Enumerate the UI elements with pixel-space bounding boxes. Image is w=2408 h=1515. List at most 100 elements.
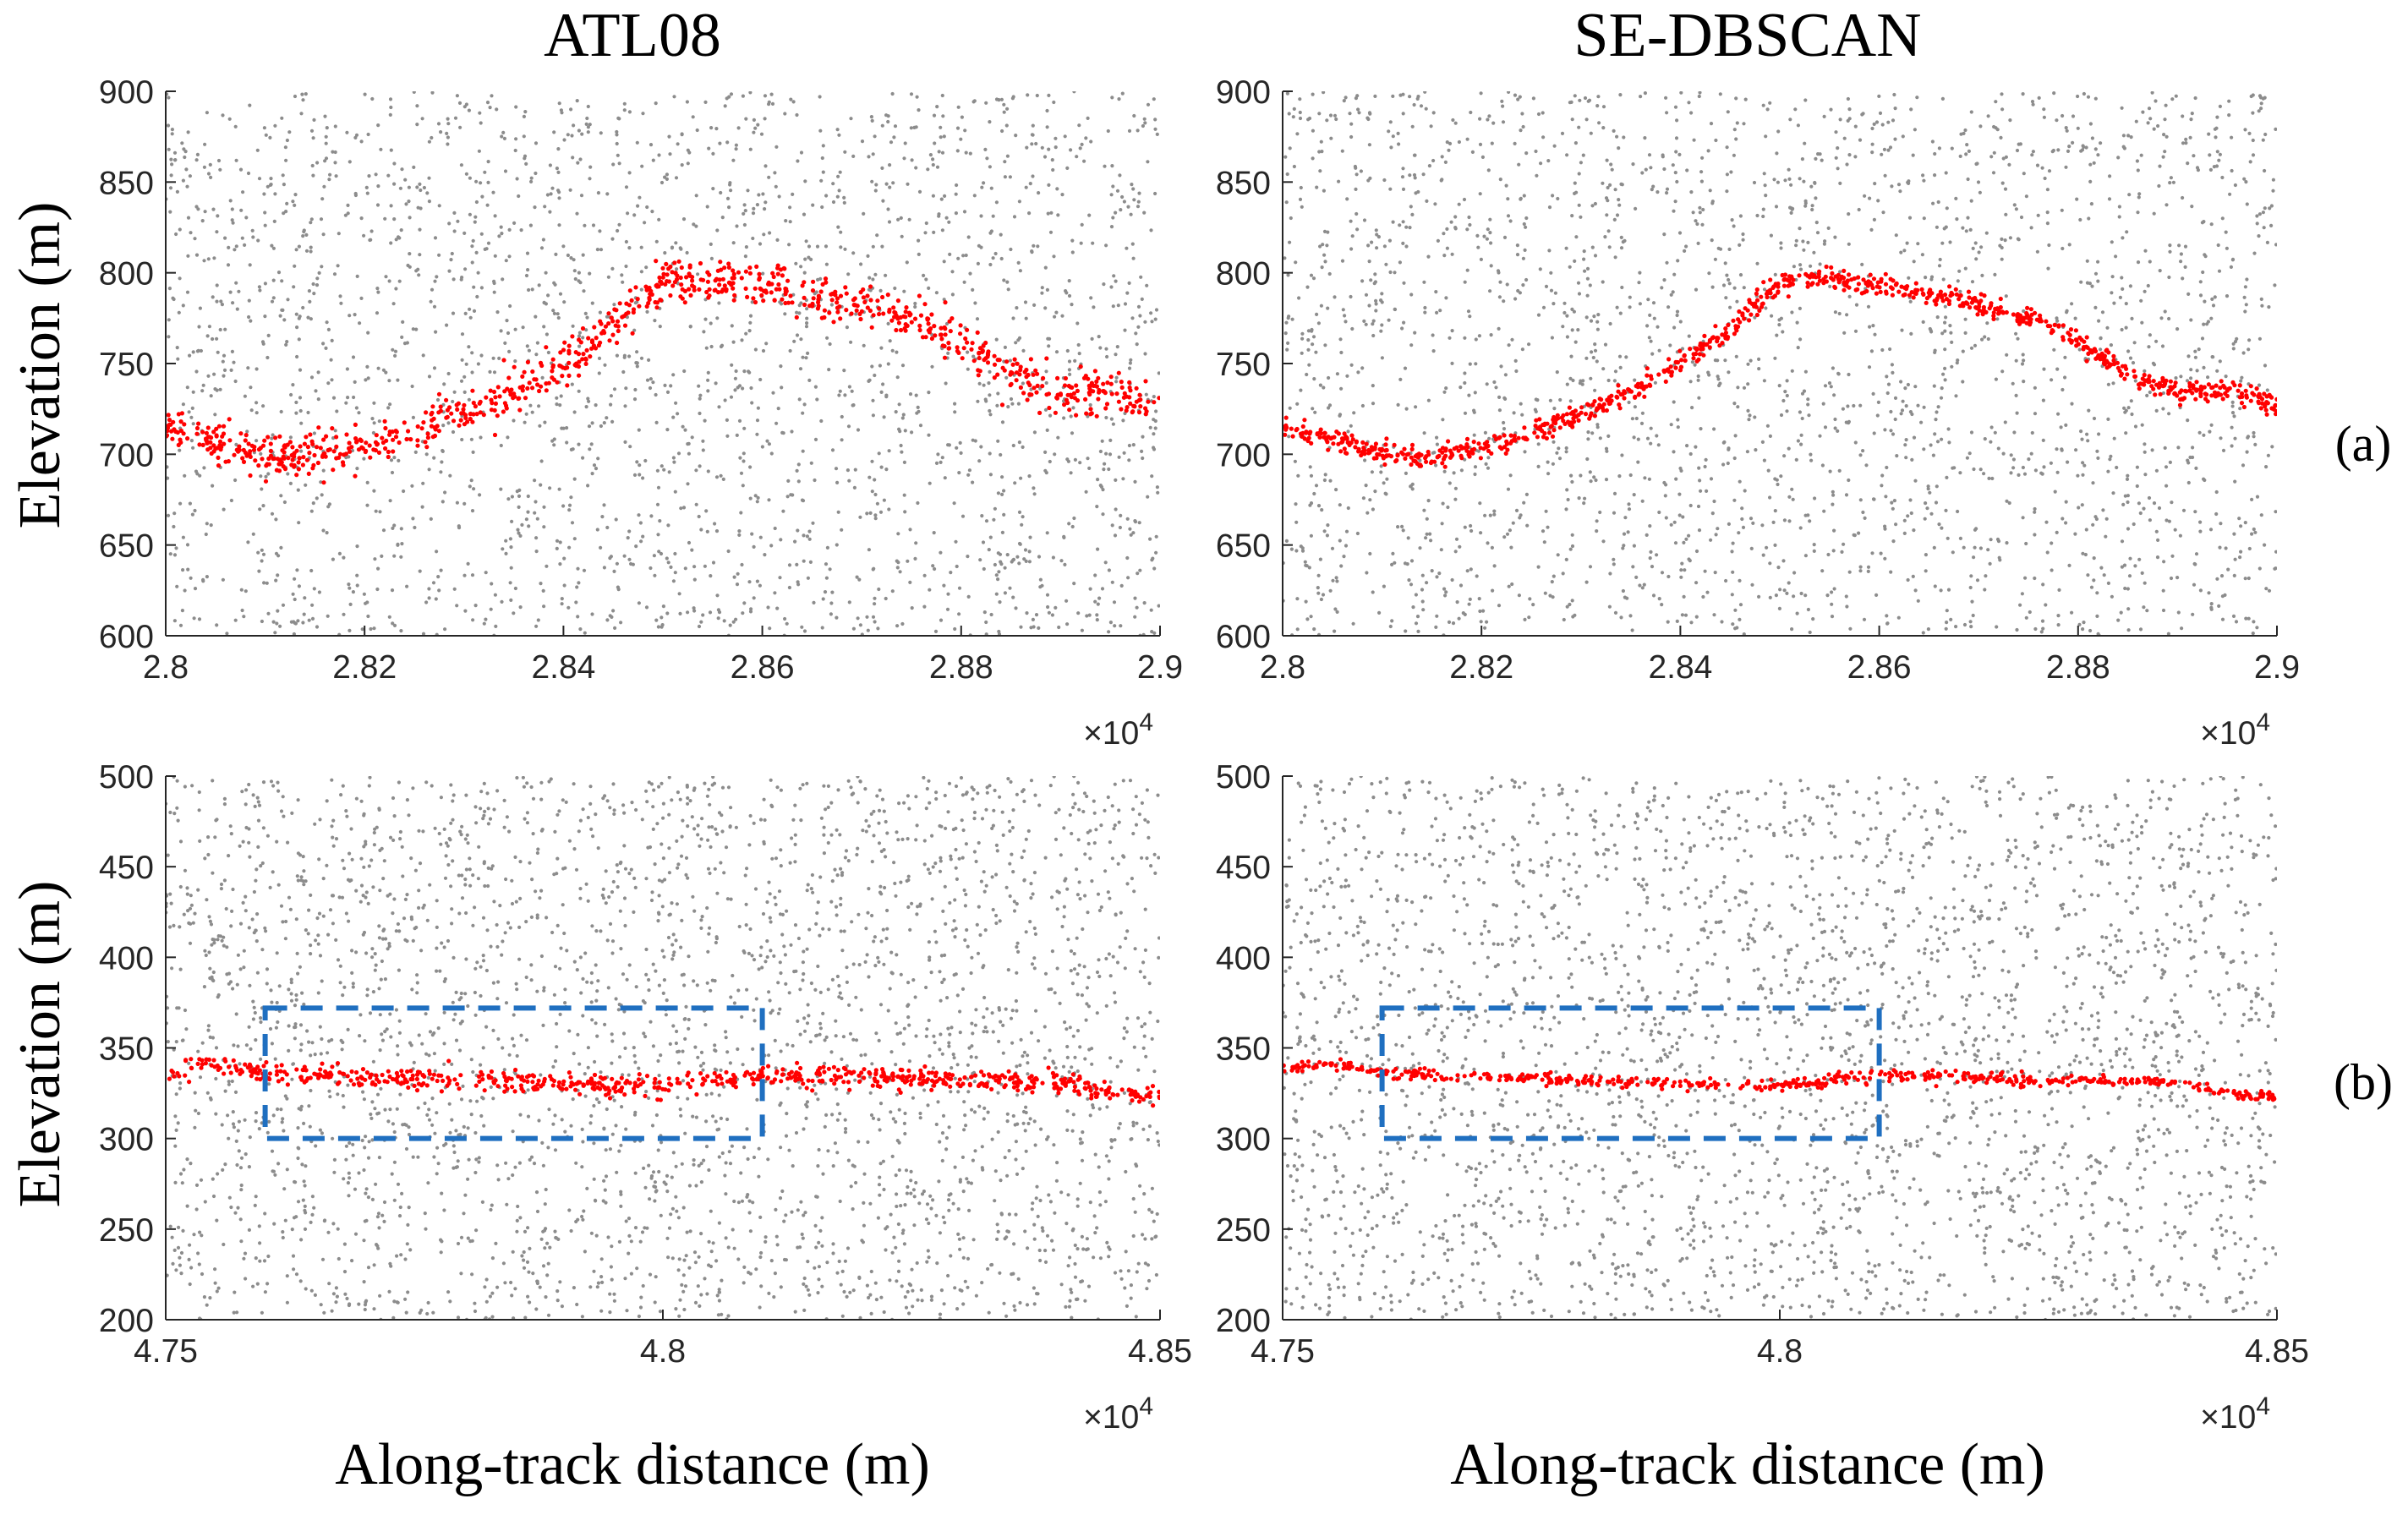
noise-point	[2218, 545, 2222, 550]
signal-point	[415, 438, 420, 443]
noise-point	[1510, 582, 1514, 587]
noise-point	[773, 526, 777, 531]
noise-point	[363, 92, 367, 96]
noise-point	[2246, 435, 2250, 440]
noise-point	[977, 381, 982, 386]
noise-point	[599, 248, 604, 252]
noise-point	[1648, 556, 1652, 561]
signal-point	[783, 300, 788, 306]
noise-point	[912, 125, 917, 129]
noise-point	[888, 339, 892, 343]
noise-point	[1101, 488, 1105, 492]
noise-point	[1333, 607, 1338, 611]
signal-point	[281, 454, 286, 459]
noise-point	[592, 463, 597, 468]
noise-point	[1043, 407, 1048, 412]
noise-point	[2067, 563, 2071, 568]
noise-point	[2132, 341, 2137, 345]
noise-point	[562, 138, 566, 142]
noise-point	[1721, 462, 1726, 467]
noise-point	[1135, 342, 1139, 347]
noise-point	[491, 356, 495, 360]
signal-point	[917, 327, 922, 333]
noise-point	[412, 165, 416, 169]
noise-point	[2197, 347, 2201, 352]
noise-point	[1429, 124, 1433, 129]
signal-point	[386, 454, 391, 460]
signal-point	[501, 358, 506, 363]
noise-point	[529, 176, 534, 180]
noise-point	[2045, 550, 2050, 555]
noise-point	[246, 366, 250, 370]
noise-point	[1874, 120, 1880, 124]
noise-point	[557, 190, 561, 194]
noise-point	[183, 155, 187, 160]
noise-point	[1316, 591, 1321, 595]
noise-point	[548, 210, 552, 214]
noise-point	[1076, 342, 1081, 347]
noise-point	[870, 459, 874, 463]
noise-point	[717, 301, 721, 305]
noise-point	[931, 157, 935, 161]
noise-point	[1844, 493, 1849, 497]
noise-point	[556, 147, 561, 151]
signal-point	[471, 400, 476, 406]
signal-point	[732, 293, 737, 298]
noise-point	[671, 456, 676, 460]
noise-point	[292, 285, 296, 289]
noise-point	[2230, 168, 2234, 173]
noise-point	[1383, 491, 1387, 495]
noise-point	[520, 522, 524, 528]
noise-point	[1923, 517, 1927, 521]
signal-point	[876, 306, 882, 311]
noise-point	[545, 564, 549, 568]
noise-point	[1896, 183, 1902, 187]
noise-point	[626, 211, 630, 216]
noise-point	[558, 562, 562, 566]
noise-point	[845, 325, 850, 330]
signal-point	[371, 447, 376, 452]
noise-point	[809, 461, 813, 465]
noise-point	[881, 382, 885, 386]
noise-point	[1556, 553, 1560, 557]
noise-point	[1110, 580, 1114, 584]
noise-point	[624, 386, 628, 391]
signal-point	[436, 429, 442, 434]
noise-point	[1354, 172, 1359, 177]
noise-point	[403, 178, 408, 182]
noise-point	[1610, 167, 1614, 172]
noise-point	[1143, 352, 1147, 356]
noise-point	[1787, 167, 1791, 172]
noise-point	[256, 238, 260, 243]
signal-point	[481, 413, 486, 418]
noise-point	[2049, 461, 2053, 465]
noise-point	[950, 270, 955, 274]
noise-point	[2253, 530, 2258, 534]
noise-point	[1673, 171, 1677, 175]
noise-point	[590, 612, 594, 616]
noise-point	[2157, 183, 2161, 189]
noise-point	[1371, 322, 1375, 326]
signal-point	[771, 274, 776, 280]
noise-point	[797, 397, 802, 402]
noise-point	[836, 174, 840, 178]
noise-point	[351, 590, 355, 594]
noise-point	[767, 175, 771, 179]
noise-point	[840, 528, 844, 532]
noise-point	[2247, 131, 2252, 135]
noise-point	[1544, 284, 1549, 288]
noise-point	[759, 132, 764, 136]
noise-point	[608, 556, 612, 561]
noise-point	[1445, 227, 1449, 231]
noise-point	[637, 601, 642, 605]
noise-point	[1408, 173, 1412, 178]
noise-point	[1885, 614, 1889, 618]
signal-point	[1008, 382, 1013, 388]
noise-point	[291, 592, 295, 596]
noise-point	[1141, 123, 1145, 129]
noise-point	[455, 500, 460, 505]
signal-point	[1026, 372, 1031, 378]
noise-point	[659, 180, 665, 185]
noise-point	[914, 541, 918, 545]
noise-point	[1054, 136, 1058, 140]
